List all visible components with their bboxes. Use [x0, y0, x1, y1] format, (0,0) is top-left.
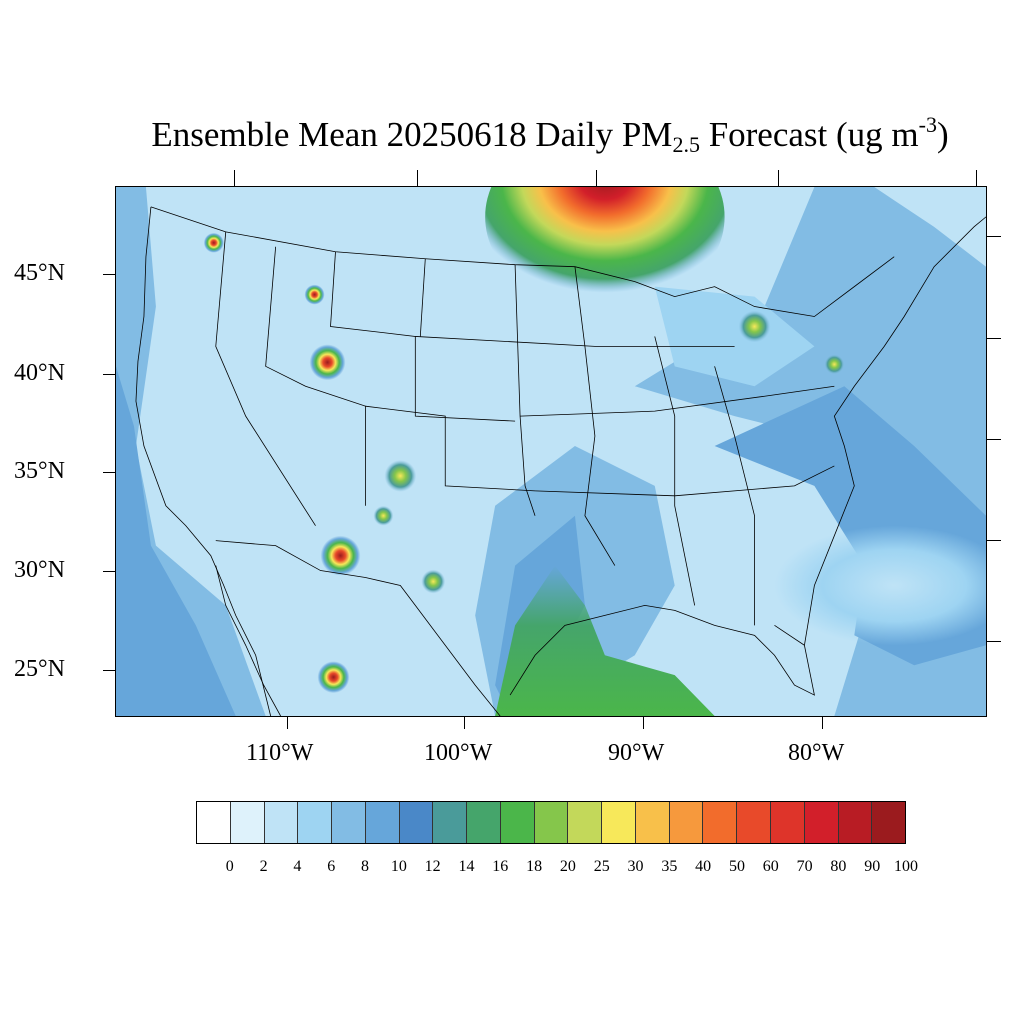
- hotspot-manitoba-ontario-plume: [485, 187, 725, 312]
- colorbar-label: 4: [293, 858, 302, 875]
- bottom-tick: [643, 717, 644, 729]
- right-tick: [987, 236, 1001, 237]
- left-tick: [103, 571, 115, 572]
- colorbar-label: 35: [661, 858, 678, 875]
- colorbar-label: 2: [259, 858, 268, 875]
- hotspot-new-mexico-fire: [320, 535, 361, 576]
- lat-label-35: 35°N: [14, 458, 65, 484]
- top-tick: [417, 170, 418, 186]
- colorbar-swatch: [197, 802, 231, 843]
- colorbar-swatch: [771, 802, 805, 843]
- bottom-tick: [287, 717, 288, 729]
- top-tick: [234, 170, 235, 186]
- colorbar-swatch: [230, 802, 265, 843]
- title-middle: Forecast (ug m: [699, 115, 919, 154]
- lon-label-90: 90°W: [608, 740, 665, 766]
- colorbar-swatch: [365, 802, 400, 843]
- map-panel: [115, 186, 987, 717]
- pm25-field-map: [116, 187, 986, 716]
- colorbar-swatch: [467, 802, 501, 843]
- colorbar-swatch: [298, 802, 333, 843]
- colorbar-swatch: [804, 802, 839, 843]
- hotspot-washington-fire: [203, 232, 224, 253]
- left-tick: [103, 374, 115, 375]
- right-tick: [987, 641, 1001, 642]
- right-tick: [987, 439, 1001, 440]
- right-tick: [987, 338, 1001, 339]
- colorbar-label: 100: [894, 858, 918, 875]
- colorbar: [196, 801, 906, 844]
- top-tick: [976, 170, 977, 186]
- map-title: Ensemble Mean 20250618 Daily PM2.5 Forec…: [0, 112, 1024, 158]
- lon-label-110: 110°W: [246, 740, 314, 766]
- colorbar-label: 50: [728, 858, 745, 875]
- lat-label-30: 30°N: [14, 557, 65, 583]
- colorbar-label: 12: [424, 858, 441, 875]
- colorbar-swatch: [534, 802, 569, 843]
- hotspot-colorado-fire: [384, 459, 417, 492]
- colorbar-label: 80: [830, 858, 847, 875]
- bottom-tick: [822, 717, 823, 729]
- lat-label-25: 25°N: [14, 656, 65, 682]
- lon-label-100: 100°W: [424, 740, 493, 766]
- right-tick: [987, 540, 1001, 541]
- colorbar-swatch: [399, 802, 434, 843]
- colorbar-label: 40: [695, 858, 712, 875]
- colorbar-label: 20: [559, 858, 576, 875]
- colorbar-label: 10: [390, 858, 407, 875]
- colorbar-label: 18: [526, 858, 543, 875]
- colorbar-label: 60: [762, 858, 779, 875]
- colorbar-swatch: [602, 802, 636, 843]
- colorbar-label: 25: [593, 858, 610, 875]
- title-prefix: Ensemble Mean 20250618 Daily PM: [151, 115, 673, 154]
- colorbar-label: 6: [327, 858, 336, 875]
- colorbar-swatch: [332, 802, 366, 843]
- colorbar-swatch: [703, 802, 738, 843]
- colorbar-swatch: [264, 802, 299, 843]
- lon-label-80: 80°W: [788, 740, 845, 766]
- colorbar-label: 90: [864, 858, 881, 875]
- colorbar-swatch: [635, 802, 670, 843]
- colorbar-label: 30: [627, 858, 644, 875]
- title-superscript: -3: [918, 112, 937, 137]
- hotspot-idaho-fire: [304, 284, 325, 305]
- left-tick: [103, 274, 115, 275]
- colorbar-label: 8: [361, 858, 370, 875]
- lat-label-45: 45°N: [14, 260, 65, 286]
- title-subscript: 2.5: [672, 132, 700, 157]
- title-suffix: ): [936, 115, 949, 154]
- lat-label-40: 40°N: [14, 360, 65, 386]
- colorbar-swatch: [872, 802, 906, 843]
- left-tick: [103, 670, 115, 671]
- colorbar-swatch: [433, 802, 468, 843]
- colorbar-swatch: [500, 802, 535, 843]
- left-tick: [103, 472, 115, 473]
- top-tick: [596, 170, 597, 186]
- colorbar-swatch: [838, 802, 873, 843]
- colorbar-label: 16: [492, 858, 509, 875]
- top-tick: [778, 170, 779, 186]
- colorbar-label: 14: [458, 858, 475, 875]
- coastlines: [135, 206, 986, 716]
- hotspot-mexico-fire: [317, 661, 350, 694]
- hotspot-montana-fire: [309, 344, 346, 381]
- bottom-tick: [464, 717, 465, 729]
- colorbar-label: 70: [796, 858, 813, 875]
- colorbar-swatch: [568, 802, 603, 843]
- colorbar-swatch: [737, 802, 772, 843]
- colorbar-swatch: [669, 802, 704, 843]
- colorbar-label: 0: [225, 858, 234, 875]
